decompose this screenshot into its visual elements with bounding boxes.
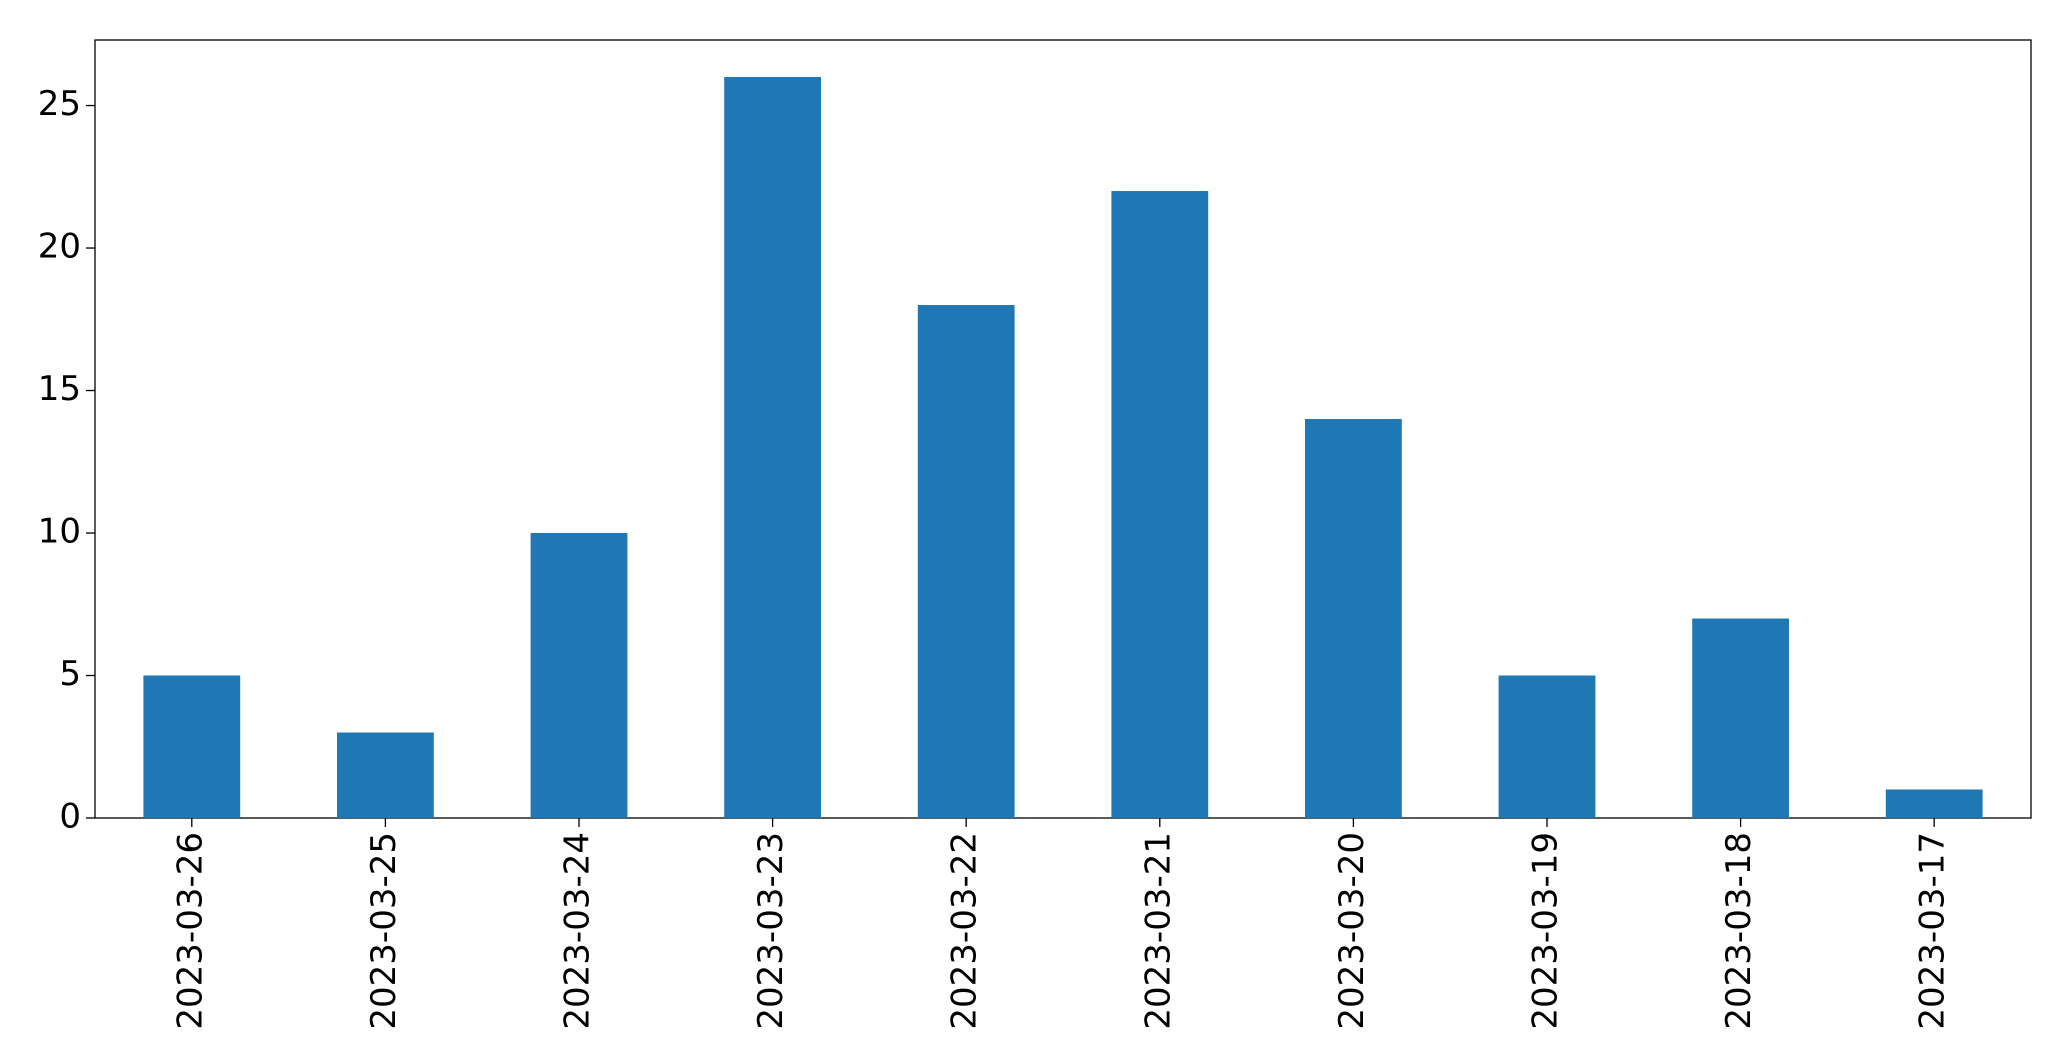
y-tick-label: 10 — [38, 512, 81, 552]
y-tick-label: 20 — [38, 227, 81, 267]
plot-frame — [94, 39, 2032, 819]
y-tick-label: 25 — [38, 84, 81, 124]
bar — [143, 675, 241, 818]
y-tick-label: 0 — [59, 797, 81, 837]
bar — [1885, 789, 1983, 818]
bar — [1111, 191, 1209, 819]
bar — [1305, 419, 1402, 818]
y-tick-label: 15 — [38, 369, 81, 409]
x-tick-label: 2023-03-18 — [1719, 832, 1759, 1030]
x-tick-label: 2023-03-25 — [364, 832, 404, 1030]
x-tick-label: 2023-03-19 — [1526, 832, 1566, 1030]
bar — [1498, 675, 1596, 818]
x-tick-label: 2023-03-24 — [558, 832, 598, 1030]
x-tick-label: 2023-03-20 — [1332, 832, 1372, 1030]
bar — [917, 305, 1015, 818]
x-tick-label: 2023-03-17 — [1913, 832, 1953, 1030]
y-tick-label: 5 — [59, 654, 81, 694]
bar — [337, 732, 434, 818]
bar — [1692, 618, 1789, 818]
bar — [530, 533, 628, 818]
x-tick-label: 2023-03-22 — [945, 832, 985, 1030]
x-tick-label: 2023-03-26 — [170, 832, 210, 1030]
x-tick-label: 2023-03-23 — [751, 832, 791, 1030]
bar — [724, 77, 821, 819]
x-tick-label: 2023-03-21 — [1138, 832, 1178, 1030]
